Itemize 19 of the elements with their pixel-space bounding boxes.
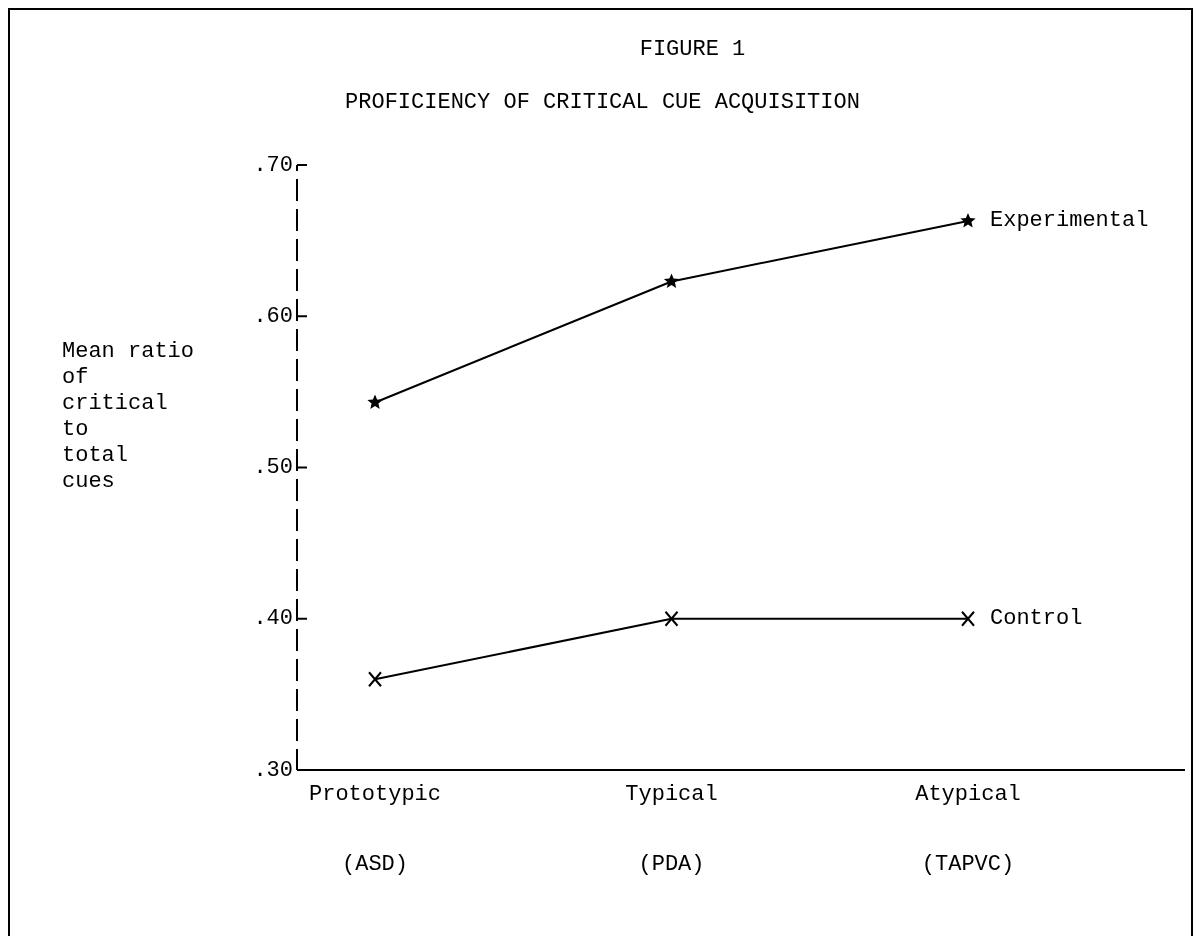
point — [663, 273, 680, 288]
chart-subtitle: PROFICIENCY OF CRITICAL CUE ACQUISITION — [345, 90, 860, 115]
point — [367, 394, 383, 409]
point — [664, 610, 679, 627]
y-tick-label: .60 — [253, 303, 293, 329]
point — [368, 671, 382, 688]
y-tick-label: .70 — [253, 152, 293, 178]
series-label: Experimental — [990, 208, 1149, 234]
y-tick-label: .40 — [253, 606, 293, 632]
point — [961, 610, 975, 627]
category-label: Prototypic (ASD) — [308, 782, 442, 877]
chart-title: FIGURE 1 — [639, 37, 746, 62]
point — [960, 212, 976, 228]
category-label: Atypical (TAPVC) — [915, 782, 1021, 877]
y-axis-title: Mean ratio of critical to total cues — [62, 339, 195, 494]
y-tick-label: .30 — [253, 757, 293, 783]
category-label: Typical (PDA) — [625, 782, 718, 877]
y-tick-label: .50 — [253, 455, 293, 480]
series-label: Control — [990, 606, 1083, 632]
